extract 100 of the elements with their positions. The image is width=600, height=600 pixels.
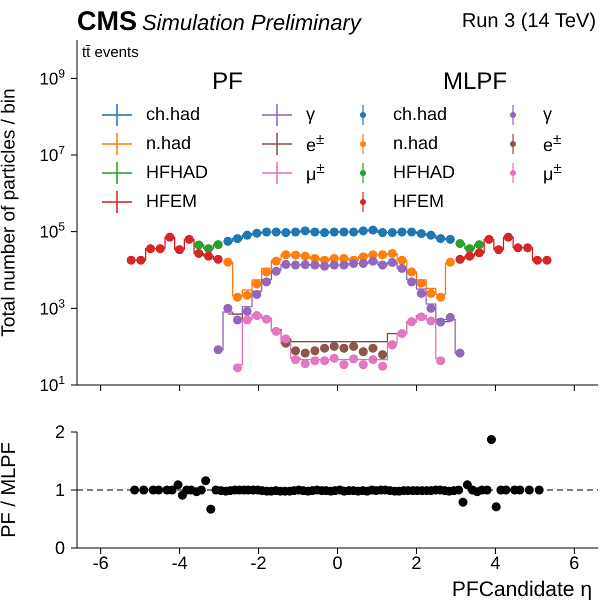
y-tick-label: 10$^{1}$	[39, 373, 66, 395]
point	[465, 244, 474, 254]
point	[416, 229, 426, 238]
point	[272, 228, 281, 237]
point	[368, 344, 378, 353]
point	[339, 228, 348, 237]
point	[532, 256, 542, 265]
point	[242, 230, 252, 240]
point	[281, 228, 290, 238]
point	[446, 312, 455, 322]
chart-title: CMS	[77, 6, 137, 36]
point	[272, 266, 281, 276]
point	[349, 228, 358, 237]
point	[310, 356, 320, 366]
legend-label: ch.had	[146, 104, 200, 125]
point	[397, 228, 406, 237]
point	[174, 245, 184, 254]
point	[165, 232, 174, 242]
point	[397, 256, 406, 265]
point	[204, 252, 214, 261]
y-axis-title: PF / MLPF	[0, 442, 20, 538]
point	[330, 228, 339, 237]
point	[310, 346, 320, 356]
point	[358, 347, 368, 356]
legend-label: HFEM	[393, 191, 444, 212]
point	[474, 248, 484, 258]
point	[330, 260, 339, 270]
point	[252, 228, 262, 238]
legend-label: e$^{±}$	[543, 131, 562, 156]
point	[300, 252, 310, 261]
point	[416, 278, 426, 288]
point	[349, 354, 358, 364]
point	[156, 244, 165, 254]
point	[426, 316, 436, 326]
point	[455, 239, 464, 248]
point	[436, 234, 446, 244]
legend-label: e$^{±}$	[306, 131, 324, 156]
point	[504, 232, 513, 242]
point	[388, 248, 397, 258]
x-tick-label: -2	[250, 552, 267, 573]
point	[416, 288, 426, 298]
point	[378, 260, 388, 270]
legend-label: HFEM	[146, 191, 197, 212]
legend-label: μ$^{±}$	[543, 160, 562, 185]
point	[223, 236, 232, 246]
y-tick-label: 10$^{5}$	[39, 220, 66, 242]
x-tick-label: -4	[172, 552, 188, 573]
point	[281, 260, 290, 269]
y-axis-title: Total number of particles / bin	[0, 88, 20, 337]
point	[378, 350, 388, 360]
point	[233, 315, 242, 324]
point	[455, 254, 464, 264]
point	[233, 363, 242, 372]
x-tick-label: 0	[332, 552, 343, 573]
x-tick-label: 2	[411, 552, 422, 573]
legend-label: HFHAD	[393, 162, 455, 183]
y-tick-label: 10$^{3}$	[39, 296, 66, 318]
y-tick-label: 0	[54, 538, 65, 558]
point	[446, 258, 455, 267]
point	[146, 244, 156, 254]
point	[513, 243, 523, 252]
point	[368, 226, 378, 235]
point	[542, 256, 552, 265]
point	[291, 228, 300, 237]
point	[291, 355, 300, 364]
legend-label: γ	[543, 104, 552, 125]
point	[291, 346, 300, 356]
point	[339, 344, 348, 353]
point	[204, 244, 214, 254]
point	[388, 258, 397, 267]
point	[330, 354, 339, 363]
legend-label: n.had	[146, 133, 192, 154]
point	[407, 317, 416, 326]
point	[252, 311, 262, 320]
point	[242, 306, 252, 316]
point	[484, 234, 494, 244]
y-tick-label: 10$^{7}$	[39, 143, 66, 165]
point	[310, 228, 320, 237]
point	[397, 264, 406, 273]
text: Run 3 (14 TeV)	[462, 10, 596, 33]
point	[349, 342, 358, 351]
point	[407, 228, 416, 237]
point	[455, 348, 464, 358]
point	[407, 277, 416, 286]
point	[426, 304, 436, 313]
point	[126, 256, 136, 265]
point	[446, 234, 455, 244]
point	[320, 228, 330, 238]
point	[436, 356, 446, 366]
point	[214, 345, 223, 354]
point	[320, 344, 330, 353]
point	[388, 228, 397, 238]
chart-subtitle: Simulation Preliminary	[142, 10, 361, 35]
point	[320, 356, 330, 366]
annotation: PF	[211, 68, 244, 96]
point	[252, 280, 262, 289]
y-tick-label: 10$^{9}$	[39, 66, 66, 88]
point	[436, 317, 446, 327]
point	[281, 334, 290, 344]
point	[291, 260, 300, 270]
